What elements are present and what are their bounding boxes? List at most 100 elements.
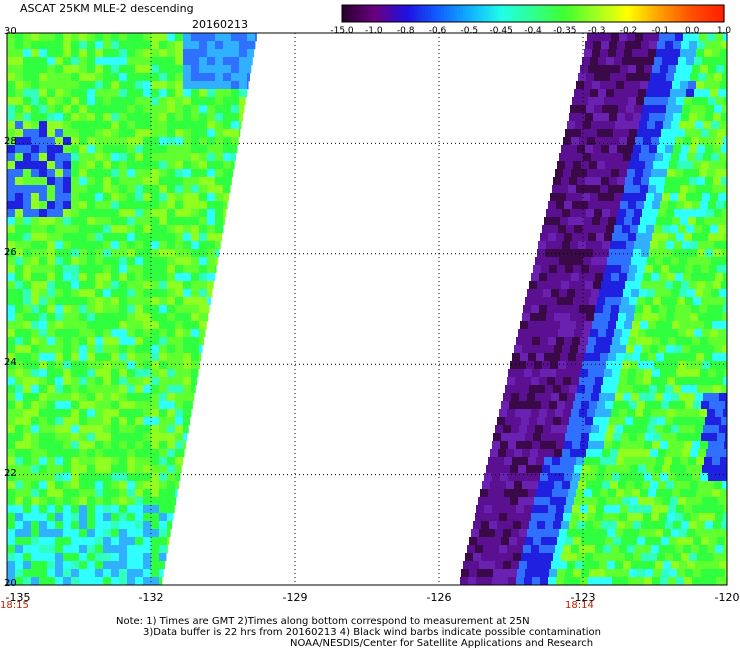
heatmap-cell (659, 169, 668, 178)
heatmap-cell (191, 65, 200, 74)
heatmap-cell (127, 313, 136, 322)
heatmap-cell (39, 233, 48, 242)
heatmap-cell (574, 89, 583, 98)
heatmap-cell (31, 361, 40, 370)
heatmap-cell (645, 537, 654, 546)
heatmap-cell (599, 153, 608, 162)
heatmap-cell (215, 145, 224, 154)
heatmap-cell (7, 49, 16, 58)
heatmap-cell (505, 385, 514, 394)
heatmap-cell (63, 201, 72, 210)
heatmap-cell (575, 153, 584, 162)
heatmap-cell (574, 465, 583, 474)
heatmap-cell (103, 433, 112, 442)
heatmap-cell (47, 201, 56, 210)
heatmap-cell (626, 105, 635, 114)
heatmap-cell (119, 137, 128, 146)
heatmap-cell (159, 113, 168, 122)
heatmap-cell (623, 153, 632, 162)
heatmap-cell (55, 137, 64, 146)
heatmap-cell (7, 321, 16, 330)
heatmap-cell (633, 41, 642, 50)
heatmap-cell (593, 113, 602, 122)
heatmap-cell (582, 225, 591, 234)
heatmap-cell (103, 89, 112, 98)
heatmap-cell (151, 433, 160, 442)
heatmap-cell (79, 193, 88, 202)
heatmap-cell (581, 161, 590, 170)
heatmap-cell (127, 521, 136, 530)
heatmap-cell (652, 337, 661, 346)
heatmap-cell (55, 529, 64, 538)
heatmap-cell (669, 297, 678, 306)
heatmap-cell (63, 65, 72, 74)
heatmap-cell (680, 217, 689, 226)
heatmap-cell (682, 209, 691, 218)
heatmap-cell (530, 345, 539, 354)
heatmap-cell (664, 489, 673, 498)
heatmap-cell (666, 481, 675, 490)
heatmap-cell (95, 185, 104, 194)
heatmap-cell (31, 257, 40, 266)
heatmap-cell (621, 297, 630, 306)
heatmap-cell (223, 225, 224, 234)
heatmap-cell (629, 161, 638, 170)
heatmap-cell (39, 257, 48, 266)
heatmap-cell (15, 473, 24, 482)
heatmap-cell (576, 185, 585, 194)
heatmap-cell (633, 385, 642, 394)
heatmap-cell (665, 281, 674, 290)
heatmap-cell (95, 225, 104, 234)
heatmap-cell (686, 329, 695, 338)
heatmap-cell (23, 241, 32, 250)
heatmap-cell (175, 73, 184, 82)
colorbar-segment (462, 5, 467, 22)
heatmap-cell (680, 81, 689, 90)
heatmap-cell (706, 313, 715, 322)
heatmap-cell (55, 545, 64, 554)
heatmap-cell (135, 329, 144, 338)
heatmap-cell (23, 81, 32, 90)
heatmap-cell (563, 305, 572, 314)
heatmap-cell (151, 153, 160, 162)
heatmap-cell (672, 321, 681, 330)
heatmap-cell (87, 57, 96, 66)
heatmap-cell (513, 521, 522, 530)
heatmap-cell (554, 241, 563, 250)
colorbar-segment (669, 5, 674, 22)
heatmap-cell (687, 561, 696, 570)
heatmap-cell (183, 129, 192, 138)
heatmap-cell (553, 553, 562, 562)
heatmap-cell (151, 529, 160, 538)
heatmap-cell (656, 217, 665, 226)
heatmap-cell (159, 305, 168, 314)
heatmap-cell (127, 193, 136, 202)
heatmap-cell (682, 73, 691, 82)
heatmap-cell (652, 97, 661, 106)
heatmap-cell (39, 489, 48, 498)
heatmap-cell (681, 41, 690, 50)
heatmap-cell (31, 73, 40, 82)
heatmap-cell (159, 49, 168, 58)
heatmap-cell (63, 289, 72, 298)
heatmap-cell (39, 225, 48, 234)
heatmap-cell (63, 425, 72, 434)
heatmap-cell (95, 145, 104, 154)
heatmap-cell (707, 273, 716, 282)
heatmap-cell (594, 449, 603, 458)
heatmap-cell (79, 209, 88, 218)
heatmap-cell (691, 409, 700, 418)
heatmap-cell (639, 289, 648, 298)
heatmap-cell (640, 81, 649, 90)
heatmap-cell (175, 369, 184, 378)
heatmap-cell (690, 241, 699, 250)
heatmap-cell (15, 209, 24, 218)
heatmap-cell (661, 569, 670, 578)
heatmap-cell (516, 369, 525, 378)
heatmap-cell (666, 313, 675, 322)
colorbar-segment (644, 5, 649, 22)
heatmap-cell (119, 321, 128, 330)
heatmap-cell (111, 337, 120, 346)
heatmap-cell (87, 273, 96, 282)
heatmap-cell (87, 545, 96, 554)
